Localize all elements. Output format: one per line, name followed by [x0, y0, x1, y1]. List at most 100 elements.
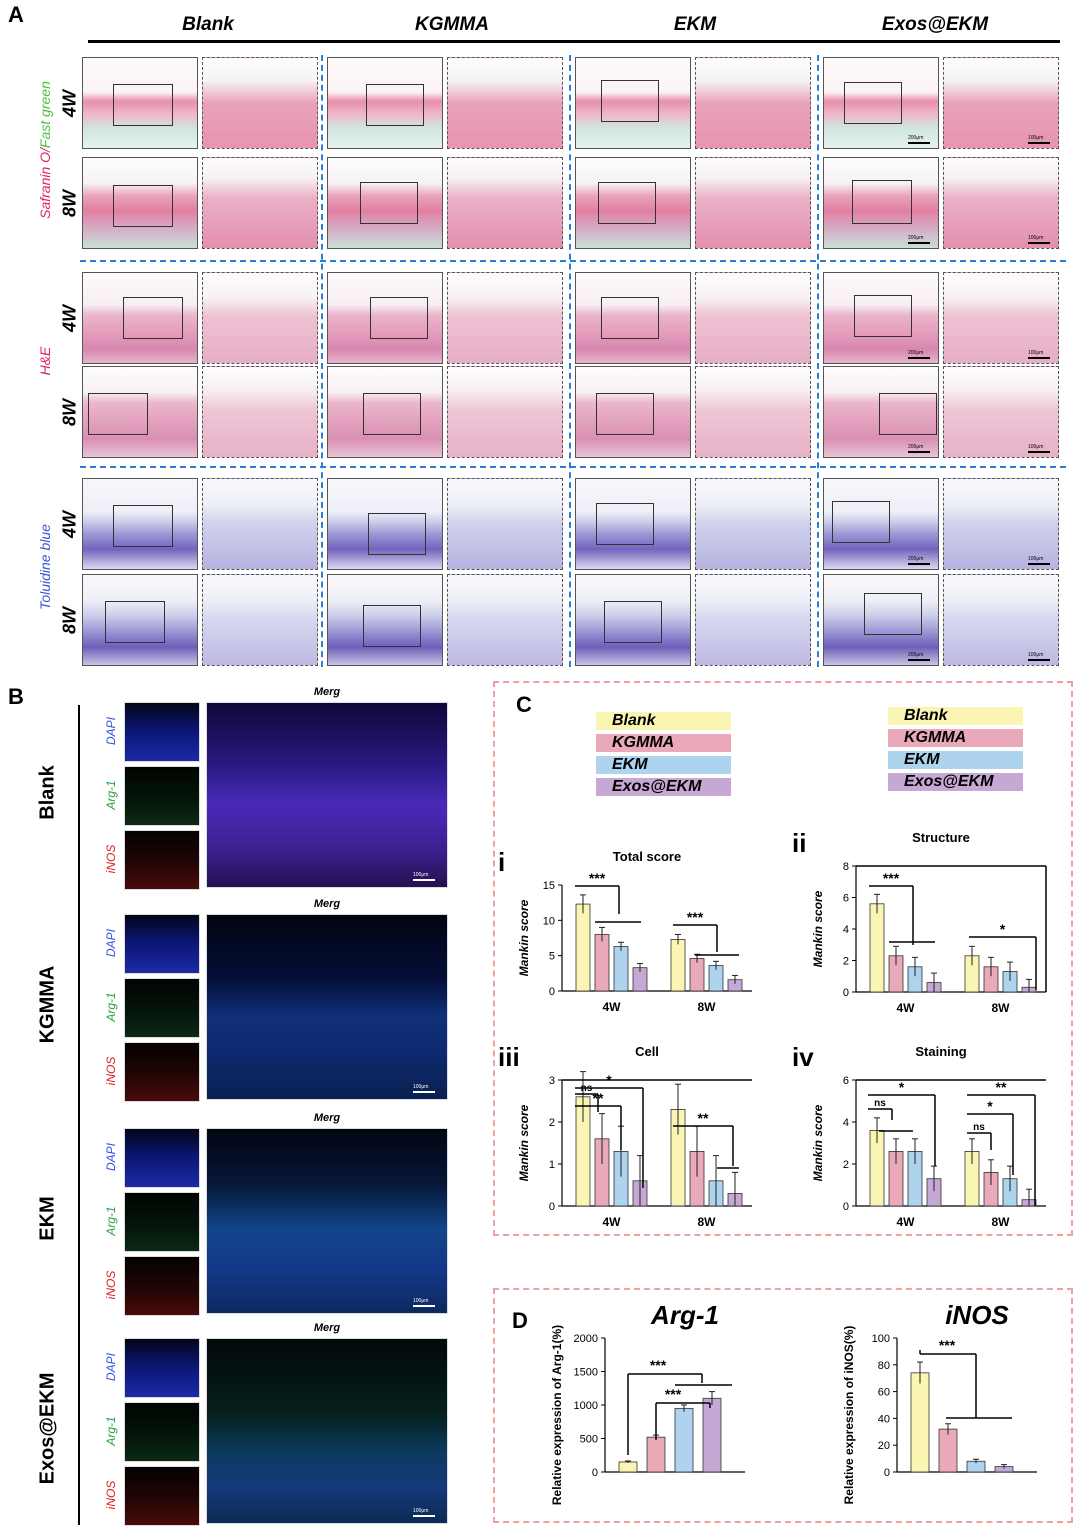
zoom-inset-box	[879, 393, 937, 435]
y-tick-label: 2000	[574, 1333, 598, 1345]
merged-image: 100μm	[206, 914, 448, 1100]
histology-overview	[327, 574, 443, 666]
y-tick-label: 40	[878, 1413, 890, 1425]
scale-bar-label: 200μm	[908, 556, 924, 562]
merge-title: Merg	[313, 1322, 341, 1334]
scale-bar-label: 100μm	[413, 1508, 429, 1514]
bar	[613, 946, 629, 992]
scale-bar-high: 100μm	[1028, 135, 1050, 144]
scale-bar-low: 200μm	[908, 444, 930, 453]
sig-label: *	[899, 1079, 905, 1095]
scale-bar-label: 200μm	[908, 444, 924, 450]
sig-label: *	[1000, 921, 1006, 937]
stain-label: H&E	[37, 281, 53, 441]
sig-label: **	[996, 1079, 1007, 1095]
histology-overview	[82, 478, 198, 570]
y-tick-label: 3	[549, 1075, 555, 1087]
scale-bar-label: 100μm	[1028, 235, 1044, 241]
merge-title: Merg	[313, 686, 341, 698]
histology-overview	[82, 272, 198, 364]
scale-bar-high: 100μm	[1028, 652, 1050, 661]
y-tick-label: 60	[878, 1387, 890, 1399]
channel-label: iNOS	[104, 1480, 118, 1510]
histology-overview	[327, 157, 443, 249]
scale-bar-label: 100μm	[413, 872, 429, 878]
scale-bar-line	[908, 563, 930, 565]
histology-overview: 200μm	[823, 574, 939, 666]
histology-zoom	[447, 157, 563, 249]
channel-image	[124, 1466, 200, 1526]
scale-bar-line	[413, 879, 435, 881]
merge-title: Merg	[313, 1112, 341, 1124]
sig-label: ***	[589, 870, 606, 886]
scale-bar-high: 100μm	[1028, 444, 1050, 453]
histology-overview	[327, 478, 443, 570]
chart-title: iNOS	[945, 1300, 1009, 1330]
channel-label: iNOS	[104, 1270, 118, 1300]
sig-label: *	[987, 1098, 993, 1114]
chart-title: Staining	[915, 1044, 966, 1059]
zoom-inset-box	[363, 393, 421, 435]
histology-overview: 200μm	[823, 57, 939, 149]
subpanel-roman-label: iv	[792, 1042, 814, 1072]
scale-bar-high: 100μm	[1028, 350, 1050, 359]
y-tick-label: 500	[580, 1434, 598, 1446]
y-tick-label: 2	[843, 1159, 849, 1171]
legend-entry: Exos@EKM	[596, 778, 731, 796]
y-tick-label: 0	[843, 987, 849, 999]
zoom-inset-box	[854, 295, 912, 337]
scale-bar-line	[908, 357, 930, 359]
scale-bar-label: 100μm	[1028, 350, 1044, 356]
y-axis-label: Mankin score	[517, 1104, 531, 1181]
y-tick-label: 2	[843, 956, 849, 968]
panel-label-c: C	[516, 692, 532, 717]
merged-image: 100μm	[206, 702, 448, 888]
histology-overview: 200μm	[823, 157, 939, 249]
chart-title: Total score	[613, 849, 681, 864]
histology-zoom	[695, 57, 811, 149]
sig-label: ns	[874, 1098, 886, 1109]
legend-entry: Exos@EKM	[888, 773, 1023, 791]
zoom-inset-box	[113, 185, 173, 227]
timepoint-label: 4W	[59, 511, 80, 538]
timepoint-label: 4W	[59, 305, 80, 332]
histology-zoom	[695, 478, 811, 570]
y-tick-label: 6	[843, 893, 849, 905]
x-tick-label: 8W	[992, 1215, 1011, 1229]
histology-zoom	[202, 478, 318, 570]
histology-zoom: 100μm	[943, 366, 1059, 458]
y-axis-label: Mankin score	[811, 890, 825, 967]
scale-bar-label: 100μm	[413, 1298, 429, 1304]
stain-label-part: H&E	[37, 346, 53, 376]
y-axis-label: Relative expression of Arg-1(%)	[550, 1325, 564, 1505]
zoom-inset-box	[113, 84, 173, 126]
channel-label: DAPI	[104, 929, 118, 958]
y-tick-label: 0	[592, 1467, 598, 1479]
channel-image	[124, 978, 200, 1038]
x-tick-label: 4W	[603, 1215, 622, 1229]
histology-zoom	[447, 57, 563, 149]
scale-bar-line	[1028, 451, 1050, 453]
x-tick-label: 4W	[603, 1000, 622, 1014]
bar	[674, 1407, 694, 1473]
scale-bar-line	[908, 242, 930, 244]
y-tick-label: 1	[549, 1159, 555, 1171]
histology-zoom	[695, 574, 811, 666]
histology-overview	[575, 157, 691, 249]
legend-entry: EKM	[596, 756, 731, 774]
y-tick-label: 0	[549, 986, 555, 998]
stain-label-part: Toluidine blue	[37, 524, 53, 610]
scale-bar-low: 200μm	[908, 652, 930, 661]
panel-label-d: D	[512, 1308, 528, 1333]
scale-bar-label: 100μm	[1028, 556, 1044, 562]
zoom-inset-box	[598, 182, 656, 224]
legend-entry: EKM	[888, 751, 1023, 769]
y-tick-label: 6	[843, 1075, 849, 1087]
channel-label: iNOS	[104, 844, 118, 874]
histology-zoom	[695, 157, 811, 249]
panel-a-header-rule	[88, 40, 1060, 43]
histology-zoom: 100μm	[943, 157, 1059, 249]
chart-title: Cell	[635, 1044, 659, 1059]
histology-zoom	[447, 366, 563, 458]
